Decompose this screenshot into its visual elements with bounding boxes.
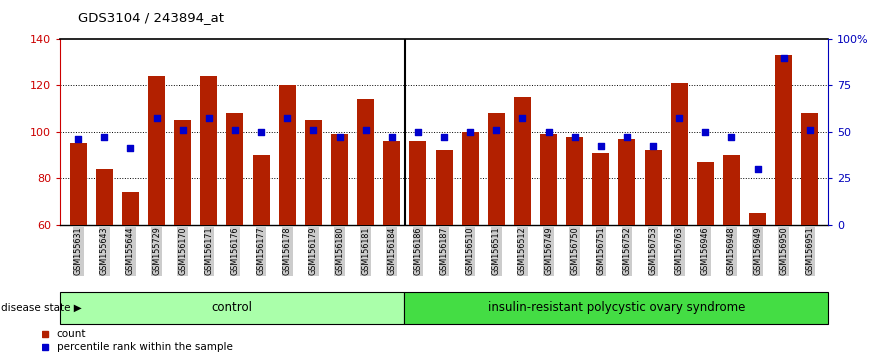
- Point: [71, 136, 85, 142]
- Text: GSM156176: GSM156176: [231, 227, 240, 275]
- Text: percentile rank within the sample: percentile rank within the sample: [56, 342, 233, 352]
- Bar: [278, 85, 296, 225]
- Text: GSM155631: GSM155631: [74, 227, 83, 275]
- Text: GSM156946: GSM156946: [700, 227, 710, 275]
- Point: [594, 143, 608, 149]
- Point: [672, 115, 686, 121]
- Text: control: control: [211, 302, 253, 314]
- Bar: [645, 150, 662, 225]
- Text: GSM156181: GSM156181: [361, 227, 370, 275]
- Point: [515, 115, 529, 121]
- Text: insulin-resistant polycystic ovary syndrome: insulin-resistant polycystic ovary syndr…: [487, 302, 745, 314]
- Bar: [96, 169, 113, 225]
- Bar: [488, 113, 505, 225]
- Text: GSM156177: GSM156177: [256, 227, 265, 275]
- Bar: [148, 76, 165, 225]
- Text: GSM155643: GSM155643: [100, 227, 109, 275]
- Bar: [775, 55, 792, 225]
- Bar: [357, 99, 374, 225]
- Text: GSM156750: GSM156750: [570, 227, 579, 275]
- Bar: [253, 155, 270, 225]
- Text: GSM156752: GSM156752: [623, 227, 632, 275]
- Bar: [305, 120, 322, 225]
- Point: [463, 129, 478, 135]
- Text: GSM156184: GSM156184: [388, 227, 396, 275]
- Text: GSM156763: GSM156763: [675, 227, 684, 275]
- Point: [97, 134, 111, 139]
- Point: [411, 129, 425, 135]
- Text: GSM156171: GSM156171: [204, 227, 213, 275]
- Bar: [618, 139, 635, 225]
- Text: GSM156749: GSM156749: [544, 227, 553, 275]
- Bar: [462, 132, 478, 225]
- Text: GSM156753: GSM156753: [648, 227, 657, 275]
- Text: count: count: [56, 329, 86, 339]
- Text: GSM156179: GSM156179: [309, 227, 318, 275]
- Text: GSM156948: GSM156948: [727, 227, 736, 275]
- Bar: [802, 113, 818, 225]
- Point: [280, 115, 294, 121]
- Bar: [174, 120, 191, 225]
- Point: [123, 145, 137, 151]
- Text: GSM155644: GSM155644: [126, 227, 135, 275]
- Text: GSM156512: GSM156512: [518, 227, 527, 275]
- Point: [620, 134, 634, 139]
- Point: [359, 127, 373, 132]
- Text: GSM156180: GSM156180: [335, 227, 344, 275]
- Bar: [60, 292, 404, 324]
- Bar: [404, 292, 828, 324]
- Bar: [514, 97, 531, 225]
- Text: GSM156949: GSM156949: [753, 227, 762, 275]
- Bar: [331, 134, 348, 225]
- Bar: [670, 83, 688, 225]
- Point: [175, 127, 189, 132]
- Point: [437, 134, 451, 139]
- Text: GSM156186: GSM156186: [413, 227, 422, 275]
- Point: [332, 134, 346, 139]
- Text: GSM156178: GSM156178: [283, 227, 292, 275]
- Point: [542, 129, 556, 135]
- Text: disease state ▶: disease state ▶: [1, 303, 82, 313]
- Point: [699, 129, 713, 135]
- Text: GSM156170: GSM156170: [178, 227, 188, 275]
- Text: GSM156187: GSM156187: [440, 227, 448, 275]
- Bar: [592, 153, 610, 225]
- Point: [150, 115, 164, 121]
- Text: GSM156950: GSM156950: [779, 227, 788, 275]
- Text: GSM156951: GSM156951: [805, 227, 814, 275]
- Bar: [410, 141, 426, 225]
- Text: GSM156751: GSM156751: [596, 227, 605, 275]
- Point: [751, 166, 765, 172]
- Bar: [723, 155, 740, 225]
- Bar: [540, 134, 557, 225]
- Point: [567, 134, 581, 139]
- Text: GSM156510: GSM156510: [466, 227, 475, 275]
- Bar: [200, 76, 218, 225]
- Text: GSM156511: GSM156511: [492, 227, 500, 275]
- Bar: [383, 141, 400, 225]
- Point: [646, 143, 660, 149]
- Bar: [226, 113, 243, 225]
- Bar: [122, 192, 139, 225]
- Point: [777, 55, 791, 60]
- Point: [724, 134, 738, 139]
- Point: [489, 127, 503, 132]
- Point: [202, 115, 216, 121]
- Bar: [566, 137, 583, 225]
- Bar: [435, 150, 453, 225]
- Point: [307, 127, 321, 132]
- Point: [254, 129, 268, 135]
- Bar: [70, 143, 86, 225]
- Bar: [697, 162, 714, 225]
- Point: [803, 127, 817, 132]
- Text: GSM155729: GSM155729: [152, 227, 161, 275]
- Text: GDS3104 / 243894_at: GDS3104 / 243894_at: [78, 11, 224, 24]
- Point: [228, 127, 242, 132]
- Bar: [749, 213, 766, 225]
- Point: [385, 134, 399, 139]
